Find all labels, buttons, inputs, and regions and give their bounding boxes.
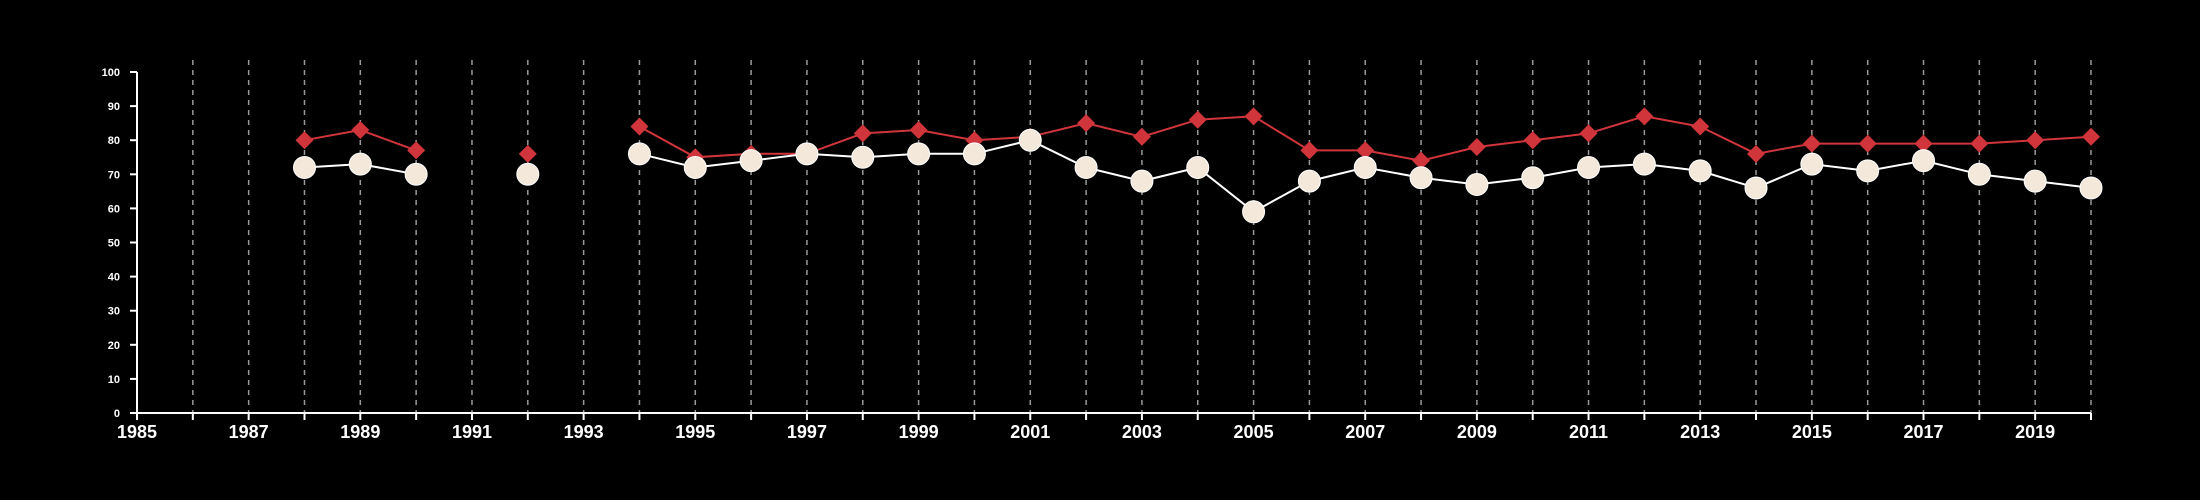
- x-tick-label: 1999: [899, 422, 939, 442]
- data-point-circle: [962, 142, 986, 166]
- data-point-circle: [1800, 152, 1824, 176]
- data-point-circle: [1353, 155, 1377, 179]
- data-point-circle: [1632, 152, 1656, 176]
- y-tick-label: 90: [108, 101, 120, 113]
- y-tick-label: 10: [108, 374, 120, 386]
- data-point-diamond: [518, 144, 537, 163]
- y-tick-label: 20: [108, 340, 120, 352]
- data-point-circle: [683, 155, 707, 179]
- data-point-diamond: [1802, 134, 1821, 153]
- data-point-diamond: [1914, 134, 1933, 153]
- data-point-diamond: [630, 117, 649, 136]
- y-tick-label: 80: [108, 135, 120, 147]
- data-point-diamond: [1691, 117, 1710, 136]
- data-point-circle: [1074, 155, 1098, 179]
- x-tick-label: 2007: [1345, 422, 1385, 442]
- data-point-diamond: [351, 120, 370, 139]
- data-point-circle: [1577, 155, 1601, 179]
- y-tick-label: 70: [108, 169, 120, 181]
- data-point-diamond: [1077, 114, 1096, 133]
- y-tick-label: 50: [108, 238, 120, 250]
- data-point-diamond: [1412, 151, 1431, 170]
- data-point-diamond: [1300, 141, 1319, 160]
- data-point-diamond: [1467, 138, 1486, 157]
- data-point-circle: [1186, 155, 1210, 179]
- data-point-diamond: [1132, 127, 1151, 146]
- data-point-circle: [1018, 128, 1042, 152]
- data-point-circle: [516, 162, 540, 186]
- data-point-circle: [795, 142, 819, 166]
- y-tick-label: 30: [108, 306, 120, 318]
- x-tick-label: 1987: [229, 422, 269, 442]
- data-point-diamond: [295, 131, 314, 150]
- data-point-diamond: [2026, 131, 2045, 150]
- x-tick-label: 2013: [1680, 422, 1720, 442]
- data-point-circle: [1856, 159, 1880, 183]
- data-point-circle: [739, 149, 763, 173]
- x-tick-label: 1989: [340, 422, 380, 442]
- data-point-circle: [1297, 169, 1321, 193]
- data-point-circle: [2079, 176, 2103, 200]
- y-tick-label: 0: [114, 408, 120, 420]
- x-tick-label: 1993: [564, 422, 604, 442]
- data-point-diamond: [1579, 124, 1598, 143]
- x-tick-label: 2017: [1903, 422, 1943, 442]
- data-point-diamond: [853, 124, 872, 143]
- data-point-diamond: [1244, 107, 1263, 126]
- y-tick-label: 100: [102, 67, 120, 79]
- data-point-circle: [1242, 200, 1266, 224]
- data-point-circle: [2023, 169, 2047, 193]
- data-point-circle: [1130, 169, 1154, 193]
- data-point-circle: [1688, 159, 1712, 183]
- data-point-circle: [1409, 166, 1433, 190]
- data-point-circle: [627, 142, 651, 166]
- x-tick-label: 2005: [1234, 422, 1274, 442]
- y-tick-label: 60: [108, 203, 120, 215]
- x-tick-label: 1985: [117, 422, 157, 442]
- x-tick-label: 1997: [787, 422, 827, 442]
- x-tick-label: 2003: [1122, 422, 1162, 442]
- x-tick-label: 2011: [1569, 422, 1608, 442]
- y-tick-labels: 0 10 20 30 40 50 60 70 80 90 100: [102, 67, 120, 420]
- light-circle-series: [292, 128, 2103, 224]
- data-point-circle: [348, 152, 372, 176]
- axes: [130, 71, 2092, 420]
- x-tick-label: 1991: [452, 422, 492, 442]
- data-point-circle: [1521, 166, 1545, 190]
- data-point-diamond: [1858, 134, 1877, 153]
- x-tick-label: 1995: [675, 422, 715, 442]
- data-point-diamond: [1523, 131, 1542, 150]
- data-point-diamond: [407, 141, 426, 160]
- data-point-diamond: [1970, 134, 1989, 153]
- y-tick-label: 40: [108, 272, 120, 284]
- data-point-diamond: [1635, 107, 1654, 126]
- data-point-diamond: [1747, 144, 1766, 163]
- data-point-circle: [1967, 162, 1991, 186]
- data-point-circle: [907, 142, 931, 166]
- x-tick-label: 2015: [1792, 422, 1832, 442]
- x-tick-labels: 1985 1987 1989 1991 1993 1995 1997 1999 2001 2003…: [117, 422, 2055, 442]
- data-point-circle: [1465, 173, 1489, 197]
- data-point-diamond: [1356, 141, 1375, 160]
- x-tick-label: 2019: [2015, 422, 2055, 442]
- data-point-diamond: [1188, 110, 1207, 129]
- x-tick-label: 2009: [1457, 422, 1497, 442]
- data-point-circle: [1744, 176, 1768, 200]
- data-point-circle: [404, 162, 428, 186]
- gridlines: [192, 60, 2092, 413]
- data-point-diamond: [909, 120, 928, 139]
- x-tick-label: 2001: [1010, 422, 1050, 442]
- data-point-circle: [851, 145, 875, 169]
- data-point-circle: [1912, 149, 1936, 173]
- data-point-circle: [292, 155, 316, 179]
- data-point-diamond: [2082, 127, 2100, 146]
- data-series: [292, 107, 2103, 224]
